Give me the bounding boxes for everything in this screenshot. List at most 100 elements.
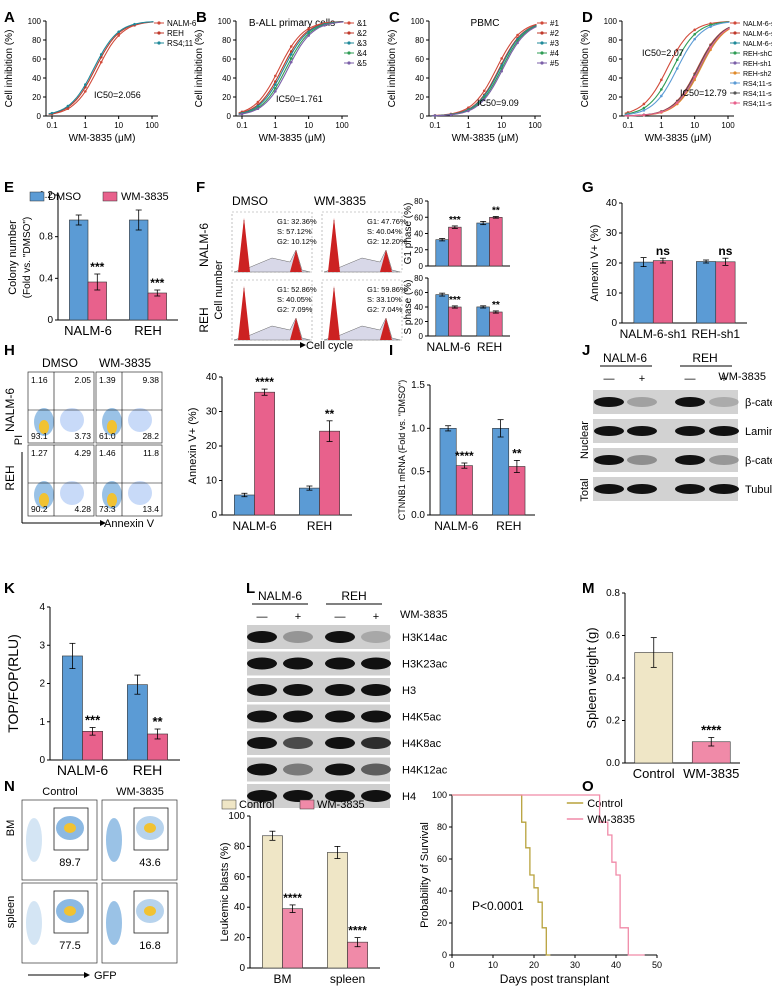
y-tick-label: 20	[206, 441, 218, 452]
scatter-cloud	[60, 408, 84, 432]
y-tick-label: 0.4	[39, 273, 53, 284]
y-tick-label: 40	[32, 74, 41, 83]
scatter-cloud	[106, 818, 122, 862]
x-axis-label: GFP	[94, 970, 117, 982]
blot-band	[247, 710, 277, 723]
histogram-stat: G2: 7.04%	[367, 305, 403, 314]
y-tick-label: 20	[414, 318, 423, 327]
blot-row-label: Tubulin	[745, 484, 772, 496]
arrow-head	[300, 342, 306, 348]
category-label: BM	[274, 972, 292, 986]
significance-label: ****	[348, 924, 367, 938]
gate-box	[133, 890, 169, 934]
y-tick-label: 0.8	[606, 588, 620, 599]
y-tick-label: 40	[206, 372, 218, 383]
data-point	[660, 110, 663, 114]
y-tick-label: 80	[437, 822, 447, 832]
data-point	[709, 46, 712, 49]
y-axis-label: CTNNB1 mRNA (Fold vs. "DMSO")	[397, 380, 407, 520]
data-point	[449, 113, 453, 117]
column-title: WM-3835	[116, 786, 164, 798]
x-axis-label: Annexin V	[104, 518, 155, 530]
blot-band	[594, 455, 624, 465]
category-label: spleen	[330, 972, 365, 986]
y-tick-label: 0	[47, 315, 53, 326]
treatment-mark: +	[639, 373, 645, 385]
legend-marker	[157, 31, 161, 35]
column-title: WM-3835	[314, 194, 366, 208]
bar	[327, 852, 348, 969]
legend-marker	[733, 91, 737, 95]
legend-entry: REH	[167, 29, 184, 38]
data-point	[66, 104, 70, 108]
panel-label-b: B	[196, 9, 207, 26]
series-line	[48, 21, 154, 115]
quadrant-value: 90.2	[31, 504, 48, 514]
data-point	[500, 57, 503, 60]
bar	[435, 239, 449, 267]
y-tick-label: 40	[222, 74, 231, 83]
quadrant-value: 4.28	[74, 504, 91, 514]
x-tick-label: 100	[528, 121, 542, 130]
y-tick-label: 100	[218, 17, 232, 26]
legend-entry: Control	[587, 798, 622, 810]
gate-value: 89.7	[59, 857, 80, 869]
significance-label: **	[492, 206, 500, 217]
data-point	[642, 113, 646, 117]
treatment-mark: —	[257, 611, 268, 623]
quadrant-value: 1.46	[99, 448, 116, 458]
y-tick-label: 20	[415, 93, 424, 102]
category-label: NALM-6	[434, 519, 478, 533]
bar	[476, 222, 490, 267]
legend-marker	[733, 31, 737, 35]
category-label: REH	[133, 762, 163, 778]
y-tick-label: 0.0	[606, 758, 620, 769]
y-tick-label: 4	[39, 602, 45, 613]
histogram-g2-peak	[380, 318, 392, 340]
blot-band	[247, 790, 277, 802]
blot-band	[361, 710, 391, 723]
legend-entry: RS4;11-sh2	[743, 101, 772, 108]
blot-row-label: β-catenin	[745, 397, 772, 409]
legend-marker	[733, 101, 737, 105]
x-tick-label: 0.1	[236, 121, 248, 130]
bar	[633, 261, 654, 324]
bar	[634, 652, 674, 764]
bar	[696, 261, 717, 324]
y-axis-label: S phase (%)	[403, 279, 414, 334]
x-tick-label: 1	[273, 121, 278, 130]
legend-entry: &5	[357, 59, 367, 68]
data-point	[240, 112, 244, 116]
blot-band	[325, 763, 355, 776]
quadrant-value: 11.8	[143, 448, 159, 458]
significance-label: ***	[449, 295, 461, 306]
x-tick-label: 20	[529, 960, 539, 970]
y-tick-label: 0	[227, 112, 232, 121]
x-tick-label: 100	[145, 121, 159, 130]
panel-label-o: O	[582, 778, 594, 795]
y-tick-label: 100	[432, 790, 447, 800]
data-point	[289, 57, 293, 60]
gate-value: 16.8	[139, 940, 160, 952]
row-label: NALM-6	[3, 388, 17, 432]
data-point	[289, 60, 293, 64]
x-tick-label: 10	[114, 121, 123, 130]
legend-entry: NALM-6	[167, 19, 197, 28]
blot-row-label: H4K12ac	[402, 765, 448, 777]
blot-row-label: H4	[402, 791, 416, 803]
significance-label: **	[325, 407, 335, 421]
legend-entry: WM-3835	[587, 814, 635, 826]
y-tick-label: 10	[606, 288, 618, 299]
bar	[448, 306, 462, 337]
section-label: Total	[579, 478, 591, 501]
data-point	[709, 25, 712, 28]
histogram-stat: G1: 52.86%	[277, 285, 317, 294]
treatment-mark: —	[335, 611, 346, 623]
x-tick-label: 10	[690, 121, 699, 130]
blot-band	[594, 426, 624, 436]
y-tick-label: 100	[411, 17, 425, 26]
x-tick-label: 0.1	[429, 121, 441, 130]
significance-label: ****	[701, 723, 722, 738]
y-tick-label: 20	[414, 246, 423, 255]
